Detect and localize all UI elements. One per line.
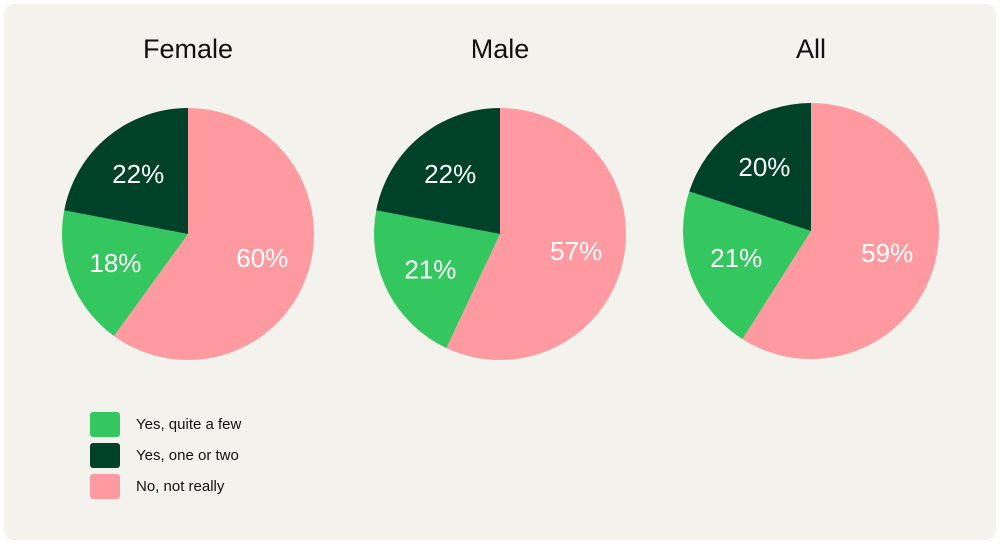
pie-slice-no-not-really bbox=[446, 108, 626, 360]
pie-slice-no-not-really bbox=[113, 108, 314, 361]
pie-title: All bbox=[796, 34, 826, 64]
slice-label: 22% bbox=[424, 159, 476, 189]
pie-slice-yes-quite-a-few bbox=[373, 210, 500, 349]
legend: Yes, quite a few Yes, one or two No, not… bbox=[90, 412, 241, 505]
legend-item-yes-quite-a-few: Yes, quite a few bbox=[90, 412, 241, 437]
legend-label: No, not really bbox=[136, 478, 225, 495]
slice-label: 21% bbox=[710, 243, 762, 273]
legend-swatch-yes-one-or-two bbox=[90, 443, 120, 468]
legend-swatch-no-not-really bbox=[90, 474, 120, 499]
slice-label: 20% bbox=[738, 152, 790, 182]
slice-label: 57% bbox=[550, 236, 602, 266]
pie-slice-yes-one-or-two bbox=[376, 108, 500, 234]
slice-label: 22% bbox=[112, 159, 164, 189]
slice-label: 21% bbox=[404, 255, 456, 285]
slice-label: 60% bbox=[236, 243, 288, 273]
pie-slice-yes-one-or-two bbox=[689, 103, 811, 231]
pie-slice-yes-quite-a-few bbox=[682, 191, 811, 340]
slice-label: 18% bbox=[89, 248, 141, 278]
pie-slice-no-not-really bbox=[742, 102, 940, 359]
pie-slice-yes-quite-a-few bbox=[61, 210, 189, 336]
legend-item-yes-one-or-two: Yes, one or two bbox=[90, 443, 241, 468]
legend-label: Yes, quite a few bbox=[136, 416, 242, 433]
pie-title: Female bbox=[143, 34, 233, 64]
legend-item-no-not-really: No, not really bbox=[90, 474, 241, 499]
pie-title: Male bbox=[471, 34, 530, 64]
legend-label: Yes, one or two bbox=[136, 447, 239, 464]
pie-slice-yes-one-or-two bbox=[64, 108, 188, 234]
slice-label: 59% bbox=[861, 238, 913, 268]
legend-swatch-yes-quite-a-few bbox=[90, 412, 120, 437]
